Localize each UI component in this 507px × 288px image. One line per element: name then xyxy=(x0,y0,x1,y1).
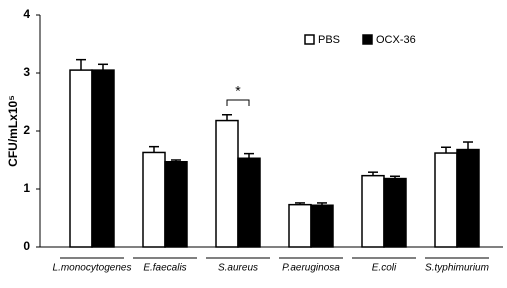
y-tick-label: 0 xyxy=(23,239,30,253)
x-tick-label: L.monocytogenes xyxy=(53,263,132,274)
bar xyxy=(383,177,407,248)
bar xyxy=(69,69,93,248)
y-tick-label: 1 xyxy=(23,181,30,195)
y-axis-label: CFU/mLx10⁵ xyxy=(6,95,20,167)
x-tick-label: S.aureus xyxy=(218,263,258,274)
y-tick-label: 4 xyxy=(23,7,30,21)
legend-swatch xyxy=(362,34,373,45)
x-tick-label: E.coli xyxy=(372,263,397,274)
bar xyxy=(164,160,188,248)
bar xyxy=(456,148,480,248)
legend-label: OCX-36 xyxy=(376,34,416,46)
y-tick-label: 2 xyxy=(23,123,30,137)
bar xyxy=(434,152,458,248)
legend-swatch xyxy=(304,34,315,45)
annotation: * xyxy=(235,83,241,99)
y-tick-label: 3 xyxy=(23,65,30,79)
bar xyxy=(361,174,385,248)
significance-bracket xyxy=(226,99,250,106)
x-tick-label: S.typhimurium xyxy=(425,263,489,274)
bar xyxy=(237,157,261,248)
bar xyxy=(310,204,334,248)
bar xyxy=(288,203,312,248)
bar xyxy=(91,69,115,248)
bar xyxy=(142,151,166,248)
x-tick-label: E.faecalis xyxy=(143,263,186,274)
bar xyxy=(215,119,239,248)
legend-label: PBS xyxy=(318,34,340,46)
x-tick-label: P.aeruginosa xyxy=(282,263,340,274)
